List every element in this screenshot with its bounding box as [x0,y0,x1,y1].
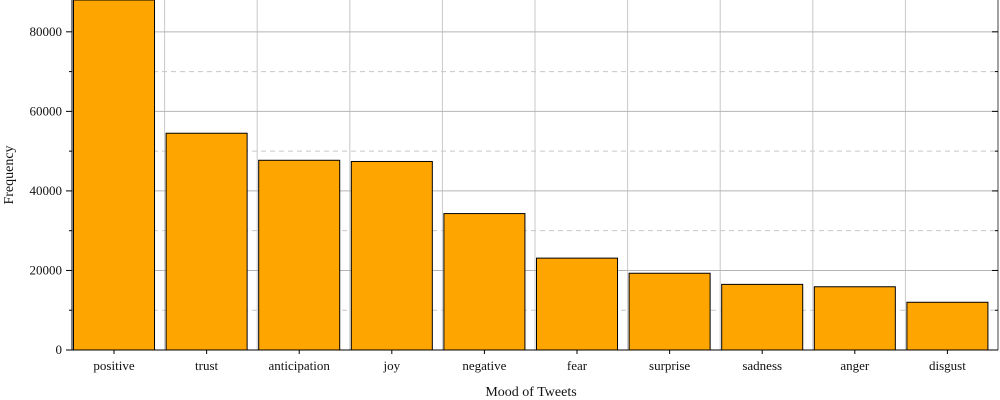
y-tick-label: 40000 [30,183,63,198]
y-tick-label: 80000 [30,24,63,39]
x-tick-label: fear [567,358,588,373]
bar-fear [536,257,619,351]
bars [73,0,989,351]
y-tick-label: 0 [56,342,63,357]
bar-negative [443,213,526,351]
x-tick-label: disgust [929,358,966,373]
bar-anticipation [258,159,341,351]
x-tick-label: joy [383,358,401,373]
y-axis-title: Frequency [2,145,17,204]
bar-positive [73,0,156,351]
x-tick-label: sadness [742,358,782,373]
y-axis-ticks: 0 20000 40000 60000 80000 [30,24,998,357]
x-tick-label: anger [840,358,870,373]
x-axis-ticks: positive trust anticipation joy negative fear… [93,350,966,373]
bar-disgust [906,301,989,351]
axes [71,0,999,351]
y-tick-label: 20000 [30,262,63,277]
y-tick-label: 60000 [30,103,63,118]
bar-sadness [721,283,804,351]
x-tick-label: positive [93,358,134,373]
x-tick-label: surprise [649,358,690,373]
x-tick-label: negative [462,358,506,373]
x-tick-label: anticipation [269,358,331,373]
bar-anger [813,286,896,351]
bar-trust [165,132,248,351]
x-axis-title: Mood of Tweets [485,385,576,400]
x-tick-label: trust [195,358,219,373]
bar-surprise [628,272,711,351]
bar-joy [350,160,433,351]
